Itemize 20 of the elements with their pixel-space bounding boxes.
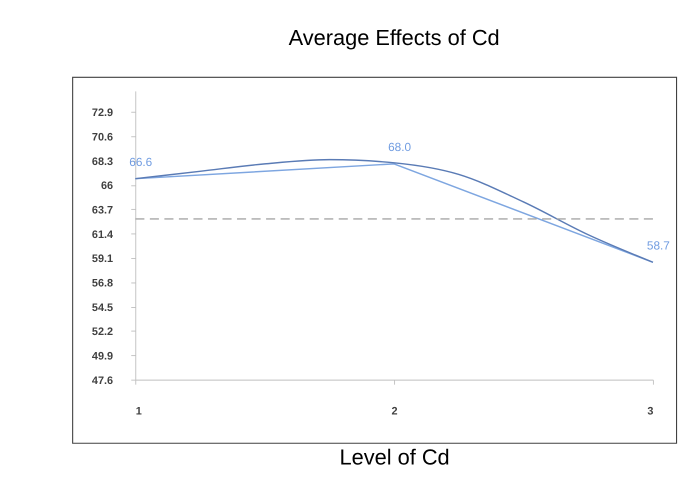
x-tick-label: 2 (392, 406, 398, 418)
y-tick-label: 47.6 (92, 374, 114, 387)
data-label: 66.6 (129, 154, 153, 169)
y-tick-label: 63.7 (92, 204, 114, 216)
y-tick-label: 70.6 (92, 131, 114, 144)
y-tick-label: 66 (100, 180, 114, 192)
y-tick-label: 49.9 (92, 350, 114, 362)
y-tick-label: 72.9 (92, 107, 114, 120)
y-tick-label: 61.4 (92, 228, 114, 241)
x-axis-title: Level of Cd (339, 444, 450, 470)
data-label: 58.7 (646, 238, 670, 253)
y-tick-label: 54.5 (92, 302, 114, 314)
y-tick-label: 56.8 (92, 277, 114, 290)
y-tick-label: 52.2 (92, 326, 114, 338)
x-tick-label: 1 (136, 406, 142, 418)
data-label: 68.0 (388, 140, 412, 154)
x-tick-label: 3 (647, 406, 654, 418)
y-tick-label: 68.3 (92, 156, 114, 168)
chart-title: Average Effects of Cd (288, 24, 500, 50)
y-tick-label: 59.1 (92, 253, 114, 266)
